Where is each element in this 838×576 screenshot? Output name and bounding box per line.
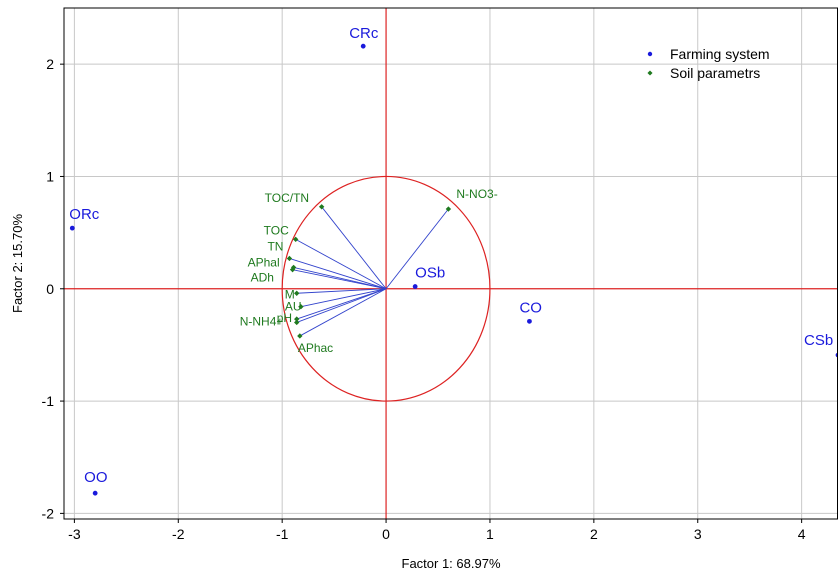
- y-axis-title: Factor 2: 15.70%: [10, 214, 25, 313]
- soil-parameter-label: N-NO3-: [456, 187, 497, 201]
- soil-parameter-label: TOC: [264, 223, 289, 237]
- farming-system-label: CRc: [349, 25, 379, 42]
- soil-parameter-label: M: [285, 287, 295, 301]
- loading-vector: [299, 288, 387, 337]
- y-tick-label: 2: [46, 56, 54, 72]
- farming-system-point: [412, 284, 418, 289]
- y-tick-label: -2: [42, 505, 55, 521]
- y-tick-label: 0: [46, 281, 54, 297]
- soil-parameter-label: pH: [277, 311, 292, 325]
- grid: [64, 8, 838, 519]
- loading-vector: [295, 238, 387, 290]
- loading-vector: [321, 206, 387, 290]
- correlation-circle: [281, 175, 491, 402]
- x-tick-label: 3: [694, 526, 702, 542]
- legend-marker-soil-parameters: [647, 70, 653, 76]
- soil-parameter-label: TOC/TN: [265, 191, 309, 205]
- loading-vector: [296, 288, 387, 323]
- legend-marker-farming-system: [647, 51, 653, 57]
- farming-system-point: [360, 43, 366, 49]
- x-axis-title: Factor 1: 68.97%: [402, 556, 501, 571]
- x-tick-label: 0: [382, 526, 390, 542]
- soil-parameter-point: [294, 290, 300, 296]
- x-tick-label: -3: [68, 526, 81, 542]
- soil-parameter-point: [294, 316, 300, 322]
- soil-parameter-label: TN: [267, 239, 283, 253]
- farming-system-label: CSb: [804, 332, 833, 349]
- loading-vector: [292, 269, 387, 290]
- soil-parameter-point: [286, 255, 293, 262]
- x-tick-label: -1: [276, 526, 289, 542]
- soil-parameter-label: ADh: [251, 271, 274, 285]
- farming-system-label: OSb: [415, 265, 445, 282]
- soil-parameter-point: [289, 266, 296, 273]
- loading-vectors: [289, 206, 449, 337]
- x-tick-label: 4: [798, 526, 806, 542]
- farming-system-point: [69, 225, 75, 231]
- soil-parameter-label: APhal: [248, 255, 280, 269]
- x-tick-label: 1: [486, 526, 494, 542]
- data-points: [69, 43, 838, 496]
- farming-system-label: OO: [84, 469, 107, 486]
- y-tick-label: -1: [42, 393, 55, 409]
- soil-parameter-point: [298, 304, 304, 310]
- y-tick-label: 1: [46, 168, 54, 184]
- legend-label-farming-system: Farming system: [670, 46, 770, 62]
- plot-frame: [63, 7, 838, 520]
- soil-parameter-label: N-NH4+: [240, 314, 284, 328]
- x-tick-label: -2: [172, 526, 185, 542]
- soil-parameter-label: AU: [285, 300, 302, 314]
- soil-parameter-point: [294, 319, 300, 326]
- loading-vector: [296, 288, 387, 294]
- farming-system-label: CO: [519, 299, 542, 316]
- soil-parameter-point: [297, 333, 303, 339]
- loading-vector: [300, 288, 387, 308]
- farming-system-point: [92, 490, 98, 496]
- tick-labels: -3 -2 -1 0 1 2 3 4 -2 -1 0 1 2: [42, 56, 806, 542]
- legend: Farming system Soil parametrs: [647, 46, 770, 81]
- loading-vector: [385, 208, 449, 290]
- farming-system-label: ORc: [69, 206, 100, 223]
- x-tick-label: 2: [590, 526, 598, 542]
- point-labels: CRc ORc OSb CO CSb OO TOC/TN N-NO3- TOC TN APhal AD…: [69, 25, 833, 486]
- legend-label-soil-parameters: Soil parametrs: [670, 65, 760, 81]
- soil-parameter-label: APhac: [298, 341, 333, 355]
- reference-lines: [64, 8, 838, 519]
- loading-vector: [296, 288, 387, 320]
- loading-vector: [289, 258, 387, 290]
- farming-system-point: [527, 318, 532, 324]
- soil-parameter-point: [445, 206, 452, 212]
